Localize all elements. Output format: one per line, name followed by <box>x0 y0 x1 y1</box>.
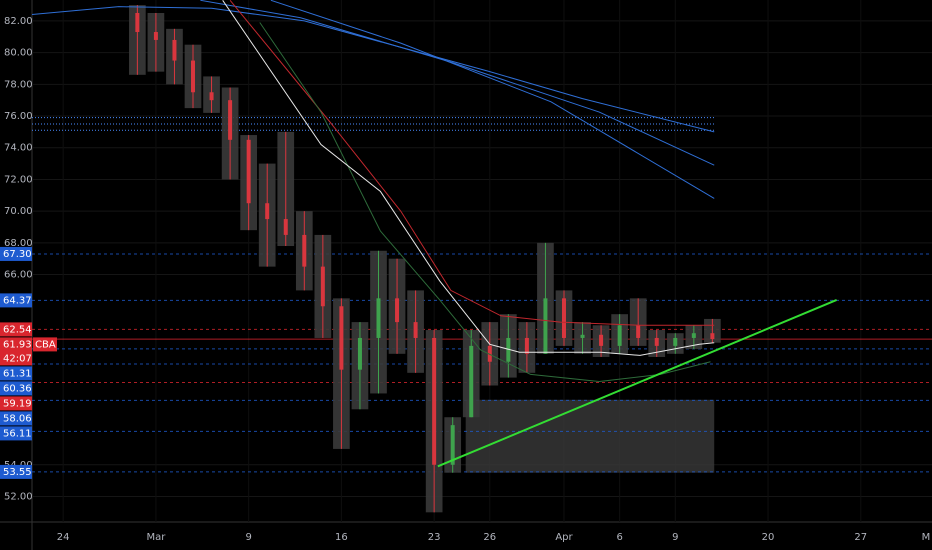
y-tick-label: 78.00 <box>4 79 33 90</box>
level-countdown: 42:07 <box>3 353 32 364</box>
level-label: 67.30 <box>3 249 32 260</box>
x-tick-label: Apr <box>555 532 573 543</box>
y-tick-label: 70.00 <box>4 206 33 217</box>
x-tick-label: 9 <box>672 532 678 543</box>
level-label-box <box>0 337 32 366</box>
candle-body <box>580 334 585 338</box>
x-tick-label: 9 <box>245 532 251 543</box>
level-label-box <box>0 246 32 261</box>
x-tick-label: 20 <box>762 532 775 543</box>
candle-body <box>395 298 400 323</box>
x-tick-label: 16 <box>335 532 348 543</box>
candle-body <box>376 298 381 338</box>
y-tick-label: 80.00 <box>4 48 33 59</box>
level-label-box <box>0 293 32 308</box>
level-tag-box <box>33 337 57 352</box>
candle-body <box>209 92 214 101</box>
candle-body <box>432 337 437 465</box>
y-tick-label: 52.00 <box>4 491 33 502</box>
y-tick-label: 72.00 <box>4 174 33 185</box>
level-label-box <box>0 411 32 426</box>
level-label-box <box>0 322 32 337</box>
level-tag: CBA <box>35 339 56 350</box>
x-tick-label: M <box>922 532 931 543</box>
moving-average <box>270 0 715 199</box>
candle-body <box>302 234 307 267</box>
moving-average <box>229 0 715 326</box>
y-tick-label: 74.00 <box>4 143 33 154</box>
x-tick-label: 23 <box>428 532 441 543</box>
candle-body <box>691 333 696 338</box>
candle-body <box>191 60 196 93</box>
y-tick-label: 68.00 <box>4 238 33 249</box>
candle-body <box>172 39 177 61</box>
candle-body <box>265 203 270 220</box>
level-label: 59.19 <box>3 398 32 409</box>
trendline <box>437 298 838 468</box>
y-tick-label: 66.00 <box>4 270 33 281</box>
candle-body <box>339 306 344 370</box>
candle-body <box>283 219 288 235</box>
y-tick-label: 82.00 <box>4 16 33 27</box>
candle-body <box>636 325 641 338</box>
candle-body <box>450 425 455 465</box>
candle-body <box>320 266 325 307</box>
level-label: 58.06 <box>3 413 32 424</box>
candle-body <box>543 298 548 354</box>
moving-average <box>222 0 715 356</box>
level-label: 60.36 <box>3 383 32 394</box>
candle-body <box>135 12 140 33</box>
candle-body <box>524 337 529 354</box>
level-label-box <box>0 464 32 479</box>
level-label-box <box>0 426 32 441</box>
level-label-box <box>0 396 32 411</box>
level-label: 62.54 <box>3 324 32 335</box>
moving-average <box>32 6 715 133</box>
candle-body <box>487 345 492 362</box>
x-tick-label: 26 <box>483 532 496 543</box>
candle-body <box>617 325 622 346</box>
level-label-box <box>0 366 32 381</box>
level-label: 64.37 <box>3 295 32 306</box>
level-label: 61.31 <box>3 368 32 379</box>
candle-body <box>153 32 158 40</box>
x-tick-label: Mar <box>146 532 166 543</box>
x-tick-label: 24 <box>57 532 70 543</box>
candle-body <box>506 337 511 362</box>
level-label: 53.55 <box>3 467 32 478</box>
candle-body <box>246 139 251 204</box>
candle-body <box>357 337 362 370</box>
x-tick-label: 6 <box>616 532 622 543</box>
candle-body <box>228 100 233 140</box>
candle-body <box>469 345 474 418</box>
candle-body <box>413 322 418 338</box>
y-tick-label: 76.00 <box>4 111 33 122</box>
level-label-box <box>0 381 32 396</box>
plot <box>32 0 932 522</box>
candle-body <box>710 333 715 340</box>
zone <box>465 399 715 473</box>
candle-body <box>599 334 604 346</box>
candle-body <box>654 337 659 346</box>
level-label: 61.93 <box>3 339 32 350</box>
candle-body <box>561 298 566 338</box>
level-label: 56.11 <box>3 428 32 439</box>
moving-average <box>259 22 711 383</box>
candle-body <box>673 337 678 346</box>
x-tick-label: 27 <box>854 532 867 543</box>
